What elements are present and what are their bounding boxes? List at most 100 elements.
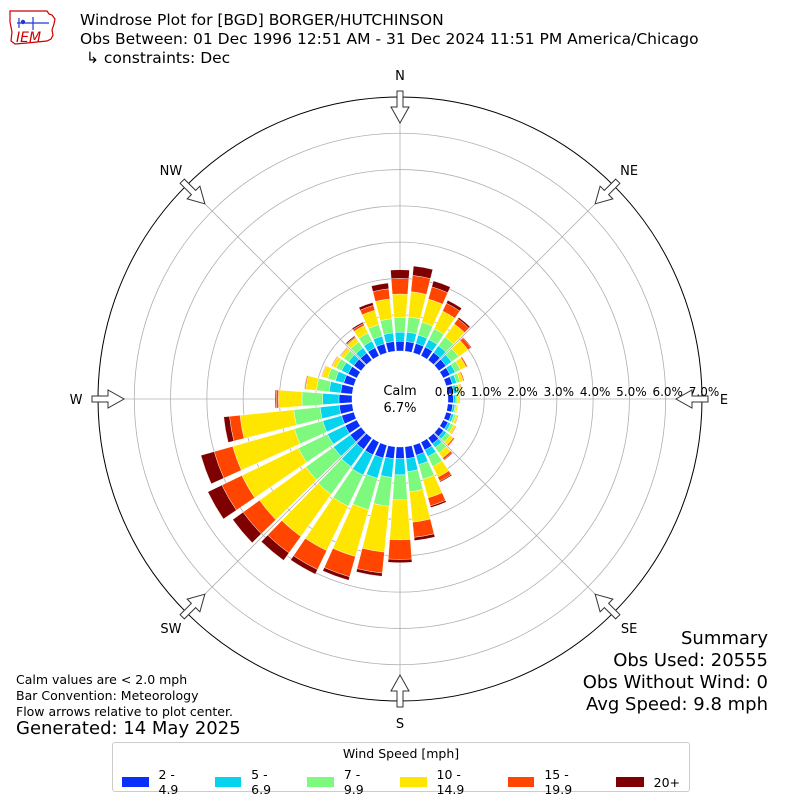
grid-spoke [433,185,614,366]
legend-swatch [307,777,334,787]
summary-obs-used: Obs Used: 20555 [613,650,768,671]
bar-segment [322,567,350,581]
bar-segment [393,317,407,333]
bar-segment [405,331,417,344]
bar-segment [447,438,456,447]
radial-tick-label: 3.0% [544,385,575,399]
bar-segment [200,451,225,485]
bar-segment [278,389,303,409]
bar-segment [390,269,410,279]
bar-segment [261,534,290,561]
chart-title: Windrose Plot for [BGD] BORGER/HUTCHINSO… [80,11,699,68]
legend-label: 10 - 14.9 [436,767,465,797]
bar-segment [405,456,419,472]
bar-segment [459,383,463,393]
bar-segment [338,394,353,404]
bar-segment [392,474,408,501]
bar-segment [412,265,434,279]
radial-tick-label: 5.0% [616,385,647,399]
legend-item: 2 - 4.9 [122,767,197,797]
direction-label: E [720,393,728,408]
bar-segment [410,275,431,295]
bar-segment [394,458,406,476]
radial-tick-label: 2.0% [507,385,538,399]
legend: Wind Speed [mph] 2 - 4.9 5 - 6.9 7 - 9.9 10… [112,742,690,797]
title-line-2: Obs Between: 01 Dec 1996 12:51 AM - 31 D… [80,30,699,48]
bar-segment [390,278,410,295]
bar-segment [223,416,235,443]
grid-spoke [186,432,367,613]
bar-segment [356,568,383,577]
bar-segment [461,356,468,367]
legend-item: 15 - 19.9 [507,767,598,797]
direction-label: SE [621,622,637,637]
bar-segment [407,469,424,493]
bar-segment [274,389,277,409]
bar-segment [321,365,327,378]
direction-label: SW [160,622,181,637]
legend-label: 20+ [653,774,681,790]
summary-box: Summary Obs Used: 20555 Obs Without Wind… [583,628,768,716]
flow-arrow [390,673,410,708]
bar-segment [404,341,415,353]
grid-spoke [433,432,614,613]
bar-segment [392,293,408,319]
bar-segment [446,299,462,312]
legend-title: Wind Speed [mph] [342,746,460,761]
bar-segment [358,302,374,311]
flow-arrow [674,389,709,409]
bar-segment [394,331,406,342]
flow-arrow [594,178,621,205]
bar-segment [207,484,237,520]
calm-label: Calm [383,384,416,399]
flow-arrow [390,90,410,125]
notes: Calm values are < 2.0 mph Bar Convention… [16,672,233,720]
direction-label: NW [160,164,183,179]
iem-logo: IEM [9,10,56,46]
summary-avg-speed: Avg Speed: 9.8 mph [586,694,768,715]
flow-arrow [179,593,206,620]
bar-segment [383,332,395,344]
bar-segment [430,500,447,508]
calm-value: 6.7% [383,401,416,416]
bar-segment [387,558,413,563]
logo-text: IEM [16,30,41,46]
title-line-1: Windrose Plot for [BGD] BORGER/HUTCHINSO… [80,11,444,29]
legend-label: 7 - 9.9 [343,767,364,797]
bar-segment [356,548,385,574]
bar-segment [443,452,453,461]
bar-segment [404,445,415,459]
bar-segment [304,375,308,390]
bar-segment [456,404,459,414]
legend-label: 2 - 4.9 [158,767,179,797]
bar-segment [389,499,411,541]
legend-swatch [615,777,644,787]
direction-label: S [396,717,404,732]
bar-segment [388,539,412,560]
bar-segment [439,474,453,483]
bar-segment [459,371,465,382]
bar-segment [339,403,354,415]
bar-segment [351,321,364,330]
summary-obs-without-wind: Obs Without Wind: 0 [582,672,768,693]
legend-items: 2 - 4.9 5 - 6.9 7 - 9.9 10 - 14.9 15 - 19.9 2… [113,767,689,797]
legend-swatch [399,777,427,787]
bar-segment [458,394,461,404]
bar-segment [454,415,459,425]
generated-date: Generated: 14 May 2025 [16,718,241,739]
bar-segment [340,384,354,395]
legend-item: 7 - 9.9 [307,767,382,797]
bar-segment [316,378,332,393]
bar-segment [232,511,262,544]
note-bar-convention: Bar Convention: Meteorology [16,688,199,703]
direction-label: N [395,69,405,84]
legend-swatch [507,777,535,787]
bar-segment [345,335,356,345]
bar-segment [385,445,396,459]
bar-segment [406,316,421,335]
title-line-3: ↳ constraints: Dec [86,49,231,67]
bar-segment [322,393,340,405]
direction-label: W [70,393,83,408]
bar-segment [379,318,394,335]
note-flow-arrows: Flow arrows relative to plot center. [16,704,233,719]
